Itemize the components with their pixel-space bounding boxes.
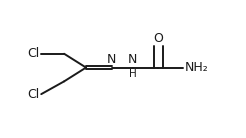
Text: NH₂: NH₂ <box>185 61 209 74</box>
Text: Cl: Cl <box>28 88 40 101</box>
Text: N: N <box>128 53 138 66</box>
Text: H: H <box>129 69 137 79</box>
Text: N: N <box>107 53 116 66</box>
Text: O: O <box>154 32 163 45</box>
Text: Cl: Cl <box>28 47 40 60</box>
